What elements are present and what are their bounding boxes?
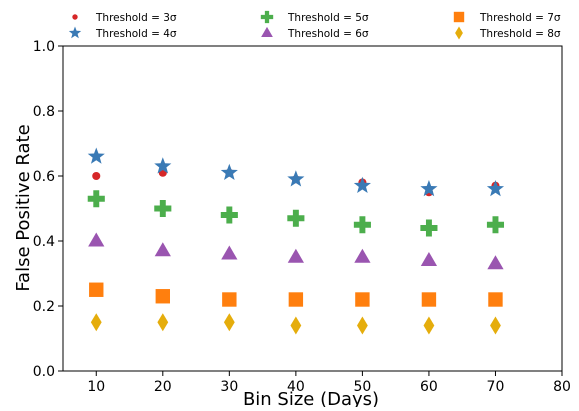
x-tick-label: 80 <box>553 379 571 395</box>
legend-marker <box>261 26 273 38</box>
legend-item: Threshold = 6σ <box>261 26 369 40</box>
data-point <box>223 313 235 332</box>
data-point <box>89 282 104 297</box>
data-point <box>88 232 105 247</box>
legend-label: Threshold = 6σ <box>287 28 369 40</box>
data-point <box>90 313 102 332</box>
data-point <box>288 292 304 307</box>
data-point <box>290 316 302 335</box>
marks-layer <box>87 147 505 335</box>
y-tick-label: 0.2 <box>33 299 55 315</box>
data-point <box>353 176 371 194</box>
legend-label: Threshold = 5σ <box>287 12 369 24</box>
x-tick-label: 10 <box>87 379 105 395</box>
data-point <box>490 316 501 335</box>
data-point <box>155 289 170 304</box>
data-point <box>354 248 371 263</box>
series-3 <box>87 190 505 237</box>
x-tick-label: 60 <box>420 379 438 395</box>
y-tick-label: 1.0 <box>33 39 55 55</box>
data-point <box>220 163 238 181</box>
data-point <box>421 292 437 307</box>
series-4 <box>88 232 504 270</box>
data-point <box>157 313 169 332</box>
data-point <box>287 209 305 227</box>
data-point <box>220 206 238 224</box>
axes-layer: 10 20 30 40 50 60 70 80 0.0 0.2 0.4 0.6 0.8 1.0 <box>33 39 571 395</box>
data-point <box>222 292 237 307</box>
x-axis-label: Bin Size (Days) <box>243 389 379 407</box>
legend-item: Threshold = 8σ <box>455 26 561 40</box>
data-point <box>221 245 238 260</box>
data-point <box>487 255 504 270</box>
data-point <box>423 316 435 335</box>
y-tick-label: 0.8 <box>33 104 55 120</box>
legend-marker <box>453 11 465 23</box>
legend-marker <box>455 26 463 40</box>
data-point <box>287 170 305 187</box>
data-point <box>420 251 438 267</box>
data-point <box>488 292 503 307</box>
legend-item: Threshold = 5σ <box>260 10 369 24</box>
legend-label: Threshold = 4σ <box>95 28 177 40</box>
legend-label: Threshold = 8σ <box>479 28 561 40</box>
data-point <box>420 180 438 197</box>
data-point <box>87 190 105 208</box>
x-tick-label: 70 <box>487 379 505 395</box>
data-point <box>154 157 172 174</box>
data-point <box>357 316 368 335</box>
legend-marker <box>260 10 274 24</box>
data-point <box>486 216 505 234</box>
plot-frame <box>62 45 563 372</box>
x-tick-label: 30 <box>220 379 238 395</box>
data-point <box>355 292 370 307</box>
legend-label: Threshold = 7σ <box>479 12 561 24</box>
data-point <box>287 248 304 263</box>
legend-item: Threshold = 7σ <box>453 11 561 24</box>
y-tick-label: 0.6 <box>33 169 55 185</box>
y-tick-label: 0.4 <box>33 234 55 250</box>
x-tick-label: 20 <box>154 379 172 395</box>
data-point <box>486 180 505 197</box>
legend-marker <box>68 26 82 39</box>
data-point <box>87 147 105 164</box>
data-point <box>420 219 438 237</box>
legend: Threshold = 3σ Threshold = 4σ Threshold = … <box>68 10 561 40</box>
legend-marker <box>72 14 78 20</box>
data-point <box>154 242 171 257</box>
series-5 <box>89 282 503 307</box>
x-tick-label: 50 <box>353 379 371 395</box>
y-axis-label: False Positive Rate <box>13 124 34 291</box>
data-point <box>154 199 172 218</box>
x-tick-label: 40 <box>287 379 305 395</box>
data-point <box>353 216 371 234</box>
data-point <box>92 171 101 181</box>
legend-item: Threshold = 3σ <box>72 12 177 24</box>
y-tick-label: 0.0 <box>33 364 55 380</box>
legend-item: Threshold = 4σ <box>68 26 177 40</box>
legend-label: Threshold = 3σ <box>95 12 177 24</box>
series-2 <box>87 147 505 197</box>
series-6 <box>90 313 501 335</box>
